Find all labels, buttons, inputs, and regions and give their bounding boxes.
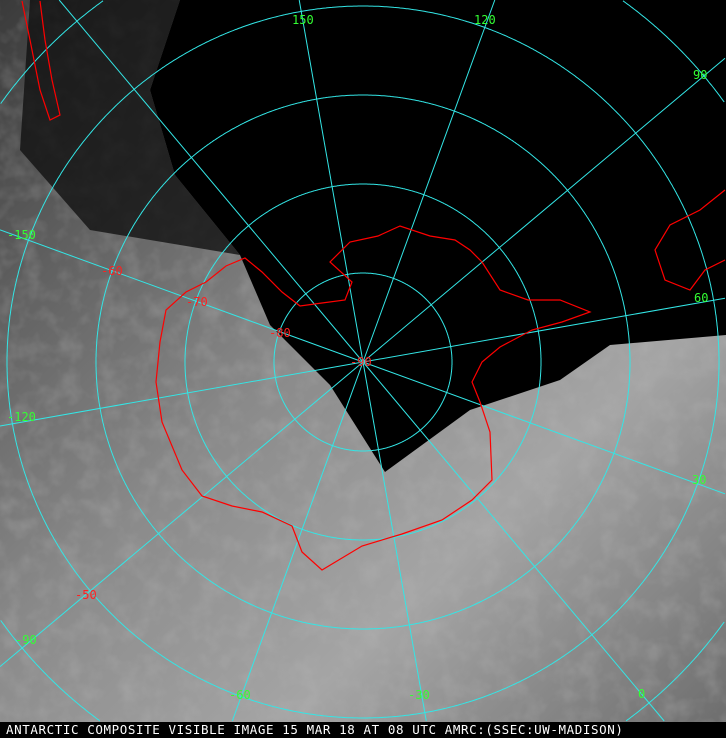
night-region [150,0,726,472]
lat-label-minus70: -70 [186,295,208,309]
meridian--90 [0,361,364,667]
meridian-30 [362,361,726,495]
lon-label-minus60: -60 [229,688,251,702]
lon-label-30: 30 [692,473,707,487]
new-zealand-coastline [21,0,61,121]
parallel--60 [95,94,631,630]
map-canvas [0,0,726,722]
lon-label-120: 120 [474,13,496,27]
lat-label-minus60: -60 [101,264,123,278]
meridian-60 [362,297,726,363]
lat-label-minus80: -80 [269,326,291,340]
lon-label-minus30: -30 [408,688,430,702]
meridian-150 [298,0,364,363]
lat-label-minus50: -50 [75,588,97,602]
antarctica-coastline [155,225,592,571]
meridian-180 [58,0,364,363]
lon-label-minus150: -150 [7,228,36,242]
parallel--50 [6,5,720,719]
image-caption: ANTARCTIC COMPOSITE VISIBLE IMAGE 15 MAR… [0,722,726,738]
lon-label-150: 150 [292,13,314,27]
lon-label-0: 0 [638,687,646,701]
meridian-90 [362,57,726,363]
coastline [21,0,726,571]
meridian-0 [362,361,665,722]
parallel--70 [184,183,542,541]
dim-region [20,0,240,255]
lon-label-minus90: -90 [15,633,37,647]
parallel--80 [273,272,453,452]
lon-label-minus120: -120 [7,410,36,424]
meridian-120 [362,0,496,363]
meridian--30 [362,361,427,722]
australia-coastline [654,189,726,291]
lon-label-60: 60 [694,291,709,305]
parallel--40 [0,0,725,722]
lat-label-minus90: -90 [350,355,372,369]
lon-label-90: 90 [693,68,708,82]
meridian--120 [0,361,364,427]
